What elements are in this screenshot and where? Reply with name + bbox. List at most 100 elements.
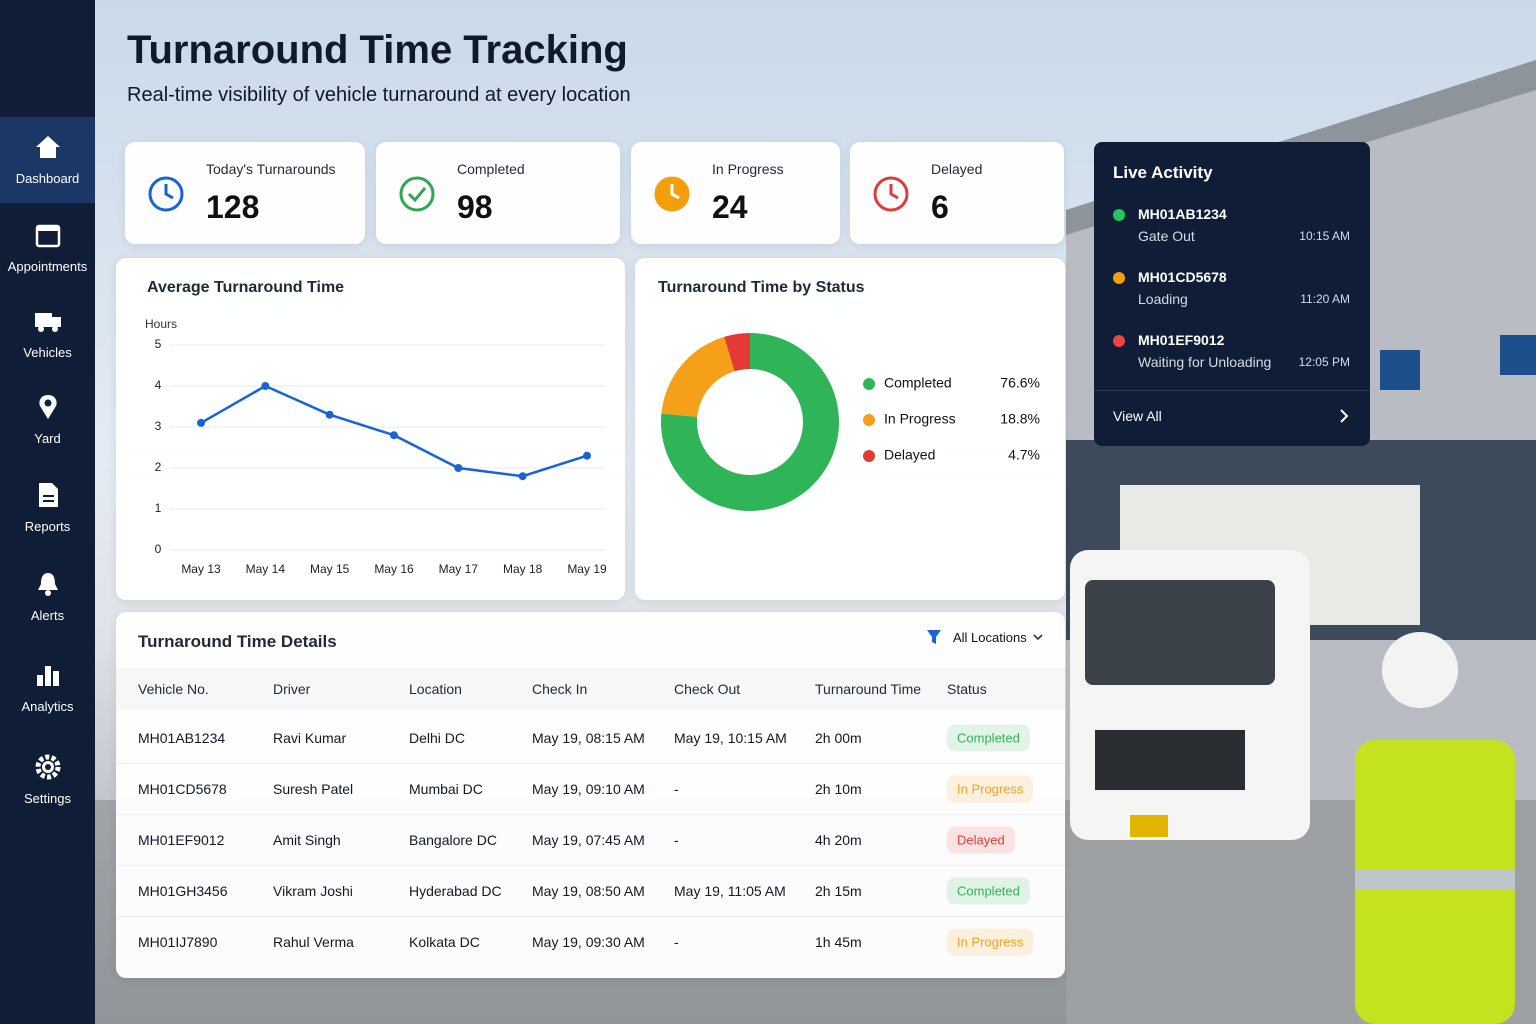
donut-chart: Turnaround Time by Status Completed 76.6% I… xyxy=(658,279,1040,511)
nav-item[interactable]: Settings xyxy=(0,737,95,823)
table-cell: May 19, 11:05 AM xyxy=(674,883,786,899)
kpi-icon xyxy=(654,176,690,212)
live-activity-panel: Live Activity View All MH01AB1234 Gate Ou… xyxy=(1094,142,1370,446)
nav-item[interactable]: Appointments xyxy=(0,205,95,291)
x-tick-label: May 14 xyxy=(246,562,286,576)
table-header-bg xyxy=(116,668,1065,710)
table-cell: Hyderabad DC xyxy=(409,883,502,899)
kpi-icon xyxy=(873,176,909,212)
status-badge: Completed xyxy=(947,877,1030,905)
kpi-icon xyxy=(148,176,184,212)
x-tick-label: May 19 xyxy=(567,562,607,576)
kpi-card: Completed 98 xyxy=(376,142,620,244)
table-cell: May 19, 08:50 AM xyxy=(532,883,645,899)
icon xyxy=(38,573,58,596)
x-tick-label: May 16 xyxy=(374,562,414,576)
table-cell: - xyxy=(674,781,679,797)
legend-label: Completed xyxy=(884,375,952,391)
donut-chart-card: Turnaround Time by Status Completed 76.6% I… xyxy=(635,258,1065,600)
legend-label: In Progress xyxy=(884,411,956,427)
column-header: Location xyxy=(409,681,462,697)
nav-label: Appointments xyxy=(7,259,88,274)
icon xyxy=(36,136,60,158)
table-cell: Amit Singh xyxy=(273,832,341,848)
table-cell: Mumbai DC xyxy=(409,781,483,797)
status-dot xyxy=(1113,272,1125,284)
y-tick-label: 2 xyxy=(155,460,162,474)
y-tick-label: 5 xyxy=(155,337,162,351)
column-header: Status xyxy=(947,681,987,697)
data-point xyxy=(197,418,205,427)
table-cell: Kolkata DC xyxy=(409,934,480,950)
nav-item[interactable]: Reports xyxy=(0,465,95,551)
icon-ring xyxy=(399,176,435,212)
icon-mark xyxy=(889,184,899,200)
kpi-label: Delayed xyxy=(931,161,983,177)
data-point xyxy=(261,382,270,390)
table-cell: 2h 00m xyxy=(815,730,862,746)
view-all-link[interactable]: View All xyxy=(1113,408,1162,424)
nav-item[interactable]: Dashboard xyxy=(0,117,95,203)
table-cell: 4h 20m xyxy=(815,832,862,848)
line-series xyxy=(200,384,588,478)
activity-status: Gate Out xyxy=(1138,228,1195,244)
legend-swatch xyxy=(863,414,875,426)
kpi-card: In Progress 24 xyxy=(631,142,840,244)
nav-label: Vehicles xyxy=(23,345,72,360)
icon-ring xyxy=(873,176,909,212)
column-header: Driver xyxy=(273,681,311,697)
location-filter[interactable]: All Locations xyxy=(953,630,1027,645)
panel-title: Live Activity xyxy=(1113,163,1213,182)
chevron-down xyxy=(1033,634,1043,641)
line-chart-card: Average Turnaround Time Hours 0 1 2 3 4 5 May 13… xyxy=(116,258,625,600)
table-cell: MH01AB1234 xyxy=(138,730,226,746)
table-cell: 2h 15m xyxy=(815,883,862,899)
icon-mark xyxy=(164,184,174,200)
x-tick-label: May 18 xyxy=(503,562,543,576)
kpi-value: 6 xyxy=(931,189,949,225)
table-title: Turnaround Time Details xyxy=(138,632,337,651)
icon xyxy=(35,754,61,780)
table-cell: - xyxy=(674,934,679,950)
page-subtitle: Real-time visibility of vehicle turnarou… xyxy=(127,84,631,106)
table-cell: May 19, 07:45 AM xyxy=(532,832,645,848)
kpi-card: Delayed 6 xyxy=(850,142,1064,244)
table-cell: 2h 10m xyxy=(815,781,862,797)
table-cell: MH01EF9012 xyxy=(138,832,225,848)
y-tick-label: 3 xyxy=(155,419,162,433)
table-cell: Ravi Kumar xyxy=(273,730,347,746)
donut-segment xyxy=(724,333,750,372)
table-cell: Vikram Joshi xyxy=(273,883,353,899)
column-header: Check Out xyxy=(674,681,741,697)
details-table: Turnaround Time Details All Locations Ve… xyxy=(116,612,1065,978)
table-cell: May 19, 09:30 AM xyxy=(532,934,645,950)
data-point xyxy=(390,431,398,440)
nav-label: Settings xyxy=(24,791,71,806)
x-tick-label: May 15 xyxy=(310,562,350,576)
kpi-value: 98 xyxy=(457,189,493,225)
status-badge: Delayed xyxy=(947,826,1015,854)
status-badge: In Progress xyxy=(947,928,1034,956)
vehicle-number: MH01CD5678 xyxy=(1138,269,1227,285)
activity-time: 10:15 AM xyxy=(1299,229,1350,243)
nav-item[interactable]: Yard xyxy=(0,377,95,463)
data-point xyxy=(325,410,334,419)
status-dot xyxy=(1113,335,1125,347)
column-header: Vehicle No. xyxy=(138,681,209,697)
kpi-label: Today's Turnarounds xyxy=(206,161,336,177)
table-cell: Rahul Verma xyxy=(273,934,354,950)
icon-ring xyxy=(148,176,184,212)
kpi-icon xyxy=(399,176,435,212)
data-point xyxy=(454,464,463,472)
nav-item[interactable]: Analytics xyxy=(0,645,95,731)
icon-mark xyxy=(670,184,680,200)
nav-item[interactable]: Vehicles xyxy=(0,291,95,377)
row-divider xyxy=(116,916,1065,917)
table-cell: Bangalore DC xyxy=(409,832,497,848)
chart-title: Average Turnaround Time xyxy=(147,279,344,296)
table-cell: 1h 45m xyxy=(815,934,862,950)
table-cell: MH01IJ7890 xyxy=(138,934,218,950)
nav-item[interactable]: Alerts xyxy=(0,554,95,640)
table-cell: MH01GH3456 xyxy=(138,883,228,899)
chart-title: Turnaround Time by Status xyxy=(658,279,865,296)
